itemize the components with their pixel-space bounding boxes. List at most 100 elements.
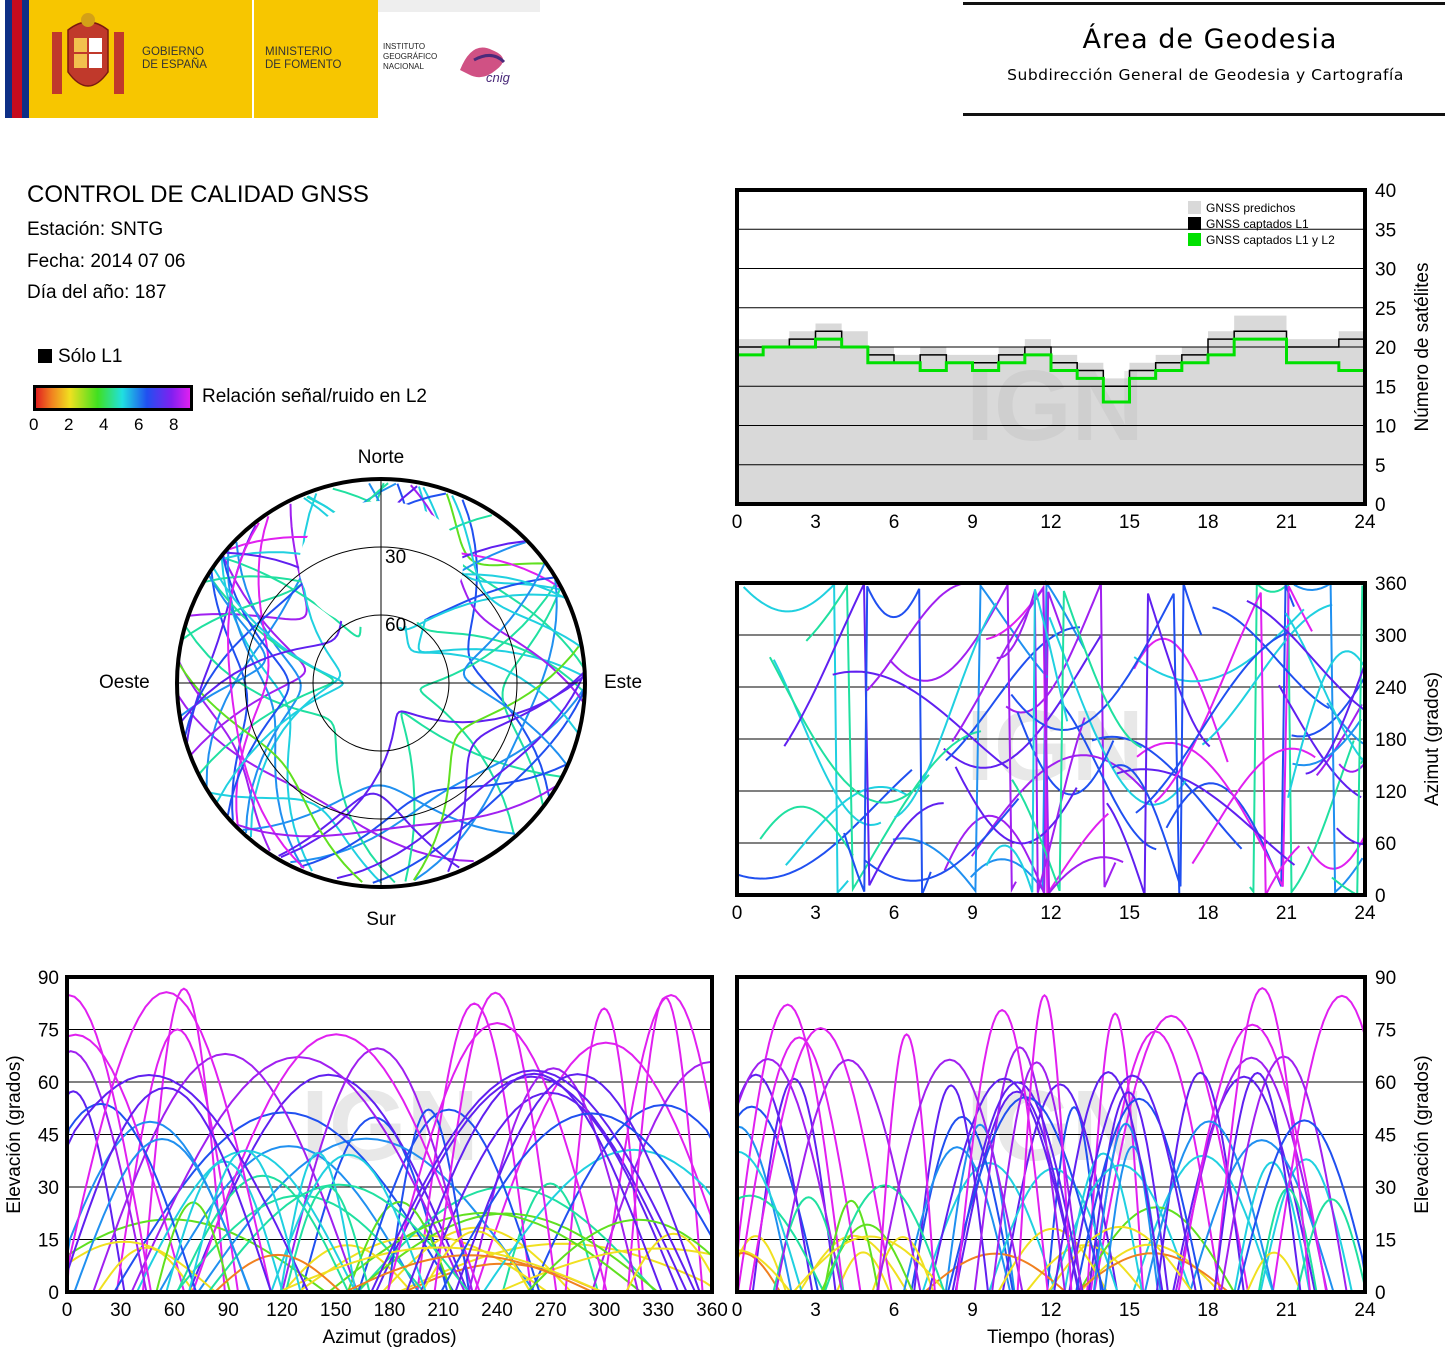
elev-time-track [1093, 1014, 1249, 1293]
elev-time-track [1087, 1091, 1169, 1293]
elev-time-track [1172, 1075, 1316, 1293]
elev-time-track [823, 1199, 880, 1293]
sky-track [184, 625, 396, 884]
cnig-text: cnig [486, 70, 511, 85]
y-tick-label: 0 [1375, 495, 1386, 516]
azimuth-track [1249, 581, 1355, 896]
azimuth-track [1315, 703, 1363, 777]
azimuth-track [996, 590, 1086, 893]
x-tick-label: 21 [1276, 1300, 1297, 1321]
elev-az-track [281, 1047, 474, 1293]
y-tick-label: 35 [1375, 220, 1396, 241]
sky-track [278, 792, 460, 869]
elev-time-track [1213, 986, 1311, 1293]
azimuth-track [1336, 827, 1365, 846]
elev-time-track [1075, 1097, 1203, 1293]
azimuth-track [1005, 583, 1117, 888]
flag-stripe [12, 0, 22, 118]
elev-az-track [375, 1075, 688, 1293]
elevation-time-frame [735, 975, 1367, 1294]
y-tick-label: 360 [1375, 574, 1407, 595]
x-tick-label: 15 [1119, 1300, 1140, 1321]
gov-name: GOBIERNO DE ESPAÑA [142, 46, 242, 72]
azimuth-track [805, 582, 982, 893]
sky-track [280, 674, 586, 859]
elev-time-track [1246, 1251, 1302, 1293]
x-tick-label: 9 [967, 512, 978, 533]
x-tick-label: 3 [810, 512, 821, 533]
azimuth-track [985, 589, 1069, 893]
y-tick-label: 30 [1375, 260, 1396, 281]
y-tick-label: 0 [1375, 886, 1386, 907]
x-tick-label: 15 [1119, 903, 1140, 924]
east-label: Este [604, 672, 642, 693]
page-subtitle: Subdirección General de Geodesia y Carto… [1007, 66, 1404, 84]
x-tick-label: 360 [696, 1300, 728, 1321]
station-label: Estación: SNTG [27, 219, 164, 240]
y-tick-label: 75 [38, 1021, 59, 1042]
ign-name: INSTITUTO GEOGRÁFICO NACIONAL [383, 42, 453, 72]
elev-time-track [1177, 1023, 1328, 1293]
x-tick-label: 210 [427, 1300, 459, 1321]
x-tick-label: 60 [164, 1300, 185, 1321]
y-tick-label: 0 [48, 1283, 59, 1304]
ign-line1: INSTITUTO [383, 42, 426, 51]
y-tick-label: 25 [1375, 299, 1396, 320]
azimuth-track [785, 786, 908, 866]
elev-az-track [97, 1246, 195, 1293]
snr-tick: 6 [134, 415, 144, 434]
series-l1l2-line [737, 337, 1367, 404]
y-tick-label: 120 [1375, 782, 1407, 803]
ministry-name: MINISTERIO DE FOMENTO [265, 46, 365, 72]
y-axis-label: Elevación (grados) [1412, 1055, 1433, 1213]
azimuth-track [889, 581, 1017, 894]
azimuth-track [892, 582, 1049, 894]
sky-track [419, 581, 558, 835]
elev-time-track [748, 1026, 893, 1293]
sky-track [226, 522, 305, 869]
x-tick-label: 0 [732, 1300, 743, 1321]
x-tick-label: 15 [1119, 512, 1140, 533]
doy-label: Día del año: 187 [27, 282, 167, 303]
elev-time-track [1213, 1071, 1302, 1293]
sky-track [501, 587, 562, 806]
elev-time-track [1046, 1106, 1102, 1293]
azimuth-track [866, 582, 971, 692]
x-tick-label: 21 [1276, 903, 1297, 924]
coat-of-arms-icon [52, 13, 124, 94]
gov-line1: GOBIERNO [142, 46, 204, 58]
x-tick-label: 150 [320, 1300, 352, 1321]
elev-time-track [902, 1146, 1012, 1293]
elev-az-track [440, 1112, 713, 1293]
azimuth-plot-frame [735, 581, 1367, 897]
y-tick-label: 45 [1375, 1126, 1396, 1147]
azimuth-track [1305, 665, 1366, 775]
azimuth-track [1154, 592, 1301, 896]
x-tick-label: 6 [889, 903, 900, 924]
elev-time-track [792, 1235, 947, 1293]
azimuth-track [742, 581, 849, 896]
x-tick-label: 24 [1354, 512, 1376, 533]
elev-az-track [188, 1073, 469, 1293]
report-title: CONTROL DE CALIDAD GNSS [27, 181, 369, 208]
elev-az-track [357, 1185, 657, 1293]
y-tick-label: 30 [1375, 1178, 1396, 1199]
x-tick-label: 270 [535, 1300, 567, 1321]
sky-track [400, 711, 562, 882]
date-label: Fecha: 2014 07 06 [27, 251, 186, 272]
azimuth-track [843, 585, 932, 895]
snr-colorbar [33, 385, 193, 411]
snr-tick: 4 [99, 415, 109, 434]
x-tick-label: 9 [967, 903, 978, 924]
sky-track [210, 791, 383, 884]
min-line2: DE FOMENTO [265, 59, 342, 71]
x-tick-label: 0 [732, 512, 743, 533]
elev-az-track [625, 1232, 713, 1293]
y-tick-label: 90 [38, 968, 59, 989]
x-tick-label: 9 [967, 1300, 978, 1321]
x-tick-label: 3 [810, 903, 821, 924]
elev-time-track [877, 1033, 936, 1293]
sky-track [226, 550, 304, 868]
azimuth-track [894, 602, 998, 819]
